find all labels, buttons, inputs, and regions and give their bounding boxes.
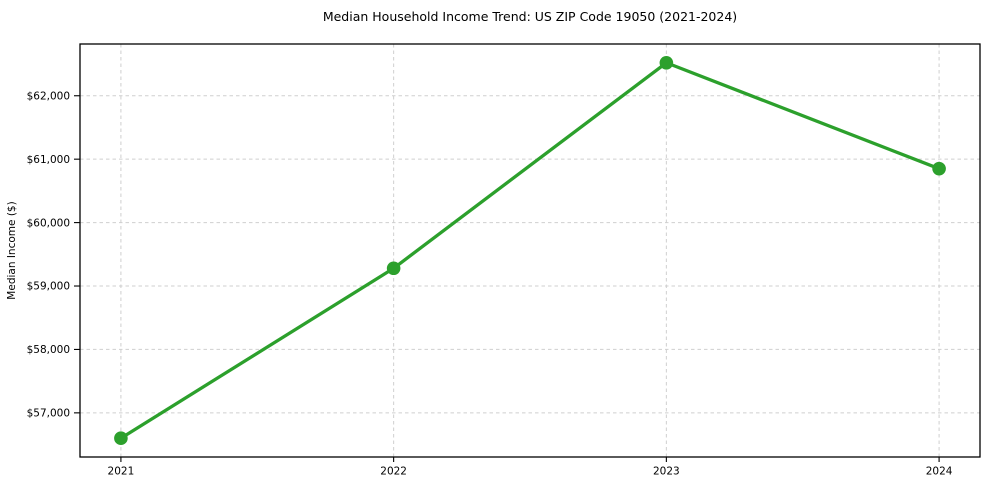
- data-point-2022: [386, 261, 401, 276]
- x-tick-label: 2021: [108, 466, 135, 478]
- x-tick-label: 2023: [653, 466, 680, 478]
- y-tick-label: $59,000: [27, 281, 70, 293]
- y-tick-label: $57,000: [27, 408, 70, 420]
- data-point-2023: [659, 55, 674, 70]
- y-tick-label: $62,000: [27, 90, 70, 102]
- data-point-2021: [114, 431, 128, 446]
- trend-line: [119, 61, 941, 440]
- plot-border: [79, 43, 981, 458]
- x-tick-label: 2022: [380, 466, 407, 478]
- y-axis-label: Median Income ($): [6, 201, 18, 299]
- data-point-2024: [932, 161, 946, 176]
- x-tick-label: 2024: [926, 466, 953, 478]
- y-tick-label: $60,000: [27, 217, 70, 229]
- y-tick-label: $61,000: [27, 154, 70, 166]
- chart-title: Median Household Income Trend: US ZIP Co…: [322, 9, 738, 24]
- y-tick-label: $58,000: [27, 344, 70, 356]
